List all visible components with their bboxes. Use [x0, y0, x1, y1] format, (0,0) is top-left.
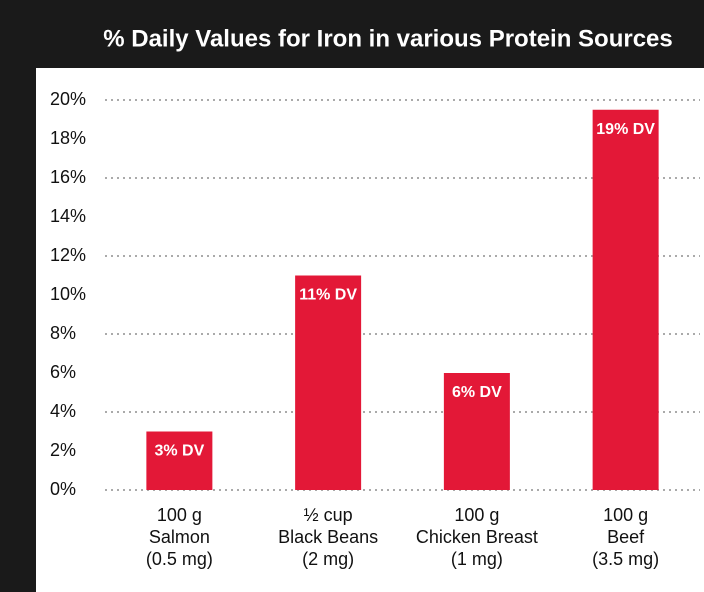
y-tick-label: 8%	[50, 323, 76, 343]
left-border	[0, 0, 36, 592]
x-tick-label: (0.5 mg)	[146, 549, 213, 569]
y-tick-label: 16%	[50, 167, 86, 187]
chart-title: % Daily Values for Iron in various Prote…	[103, 25, 673, 52]
y-tick-label: 14%	[50, 206, 86, 226]
y-tick-label: 2%	[50, 440, 76, 460]
x-tick-label: 100 g	[603, 505, 648, 525]
bar	[592, 109, 659, 490]
x-tick-label: (3.5 mg)	[592, 549, 659, 569]
x-tick-label: Black Beans	[278, 527, 378, 547]
bar	[146, 431, 213, 490]
y-tick-label: 4%	[50, 401, 76, 421]
x-tick-label: 100 g	[157, 505, 202, 525]
y-tick-label: 10%	[50, 284, 86, 304]
title-bar	[0, 0, 704, 68]
y-tick-label: 6%	[50, 362, 76, 382]
y-tick-label: 0%	[50, 479, 76, 499]
y-tick-label: 12%	[50, 245, 86, 265]
value-label: 3% DV	[154, 443, 204, 460]
value-label: 19% DV	[596, 121, 655, 138]
x-tick-label: 100 g	[454, 505, 499, 525]
bar	[443, 373, 510, 490]
x-tick-label: Salmon	[149, 527, 210, 547]
x-tick-label: ½ cup	[304, 505, 353, 525]
value-label: 6% DV	[452, 384, 502, 401]
bar	[295, 275, 362, 490]
x-tick-label: Beef	[607, 527, 645, 547]
value-label: 11% DV	[299, 287, 357, 304]
x-tick-label: (1 mg)	[451, 549, 503, 569]
x-tick-label: Chicken Breast	[416, 527, 538, 547]
y-tick-label: 20%	[50, 89, 86, 109]
x-tick-label: (2 mg)	[302, 549, 354, 569]
y-tick-label: 18%	[50, 128, 86, 148]
